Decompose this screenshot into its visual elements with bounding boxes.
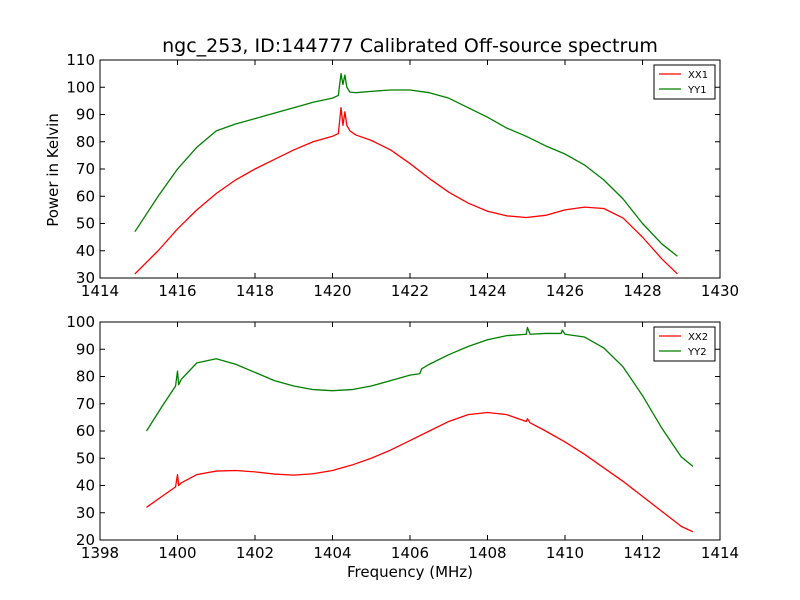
y-tick-label: 40: [76, 477, 95, 495]
x-tick-label: 1402: [236, 544, 274, 562]
x-tick-label: 1430: [701, 282, 739, 300]
y-tick-label: 110: [66, 51, 95, 69]
x-tick-label: 1398: [81, 544, 119, 562]
series-line-yy2: [145, 326, 694, 467]
series-line-yy1: [134, 72, 678, 257]
x-tick-label: 1424: [468, 282, 506, 300]
legend-box: [653, 326, 716, 362]
x-tick-label: 1400: [158, 544, 196, 562]
y-axis-label: Power in Kelvin: [44, 113, 62, 227]
x-tick-label: 1414: [701, 544, 739, 562]
chart-panel-1: 1414 1416 1418 1420 1422 1424 1426 1428 1430 30 40…: [66, 51, 739, 300]
legend-label-yy2: YY2: [687, 347, 707, 358]
y-tick-label: 30: [76, 269, 95, 287]
x-tick-label: 1412: [623, 544, 661, 562]
y-tick-label: 90: [76, 106, 95, 124]
x-tick-label: 1414: [81, 282, 119, 300]
x-tick-label: 1420: [313, 282, 351, 300]
series-line-xx2: [146, 411, 694, 533]
x-tick-label: 1406: [391, 544, 429, 562]
y-tick-label: 70: [76, 395, 95, 413]
y-tick-label: 60: [76, 422, 95, 440]
chart-panels: 1414 1416 1418 1420 1422 1424 1426 1428 1430 30 40…: [66, 51, 739, 562]
y-tick-label: 80: [76, 368, 95, 386]
legend-label-xx2: XX2: [688, 332, 708, 343]
y-tick-label: 100: [66, 78, 95, 96]
x-axis-label: Frequency (MHz): [347, 563, 473, 581]
x-tick-label: 1428: [623, 282, 661, 300]
y-tick-label: 40: [76, 242, 95, 260]
x-tick-label: 1410: [546, 544, 584, 562]
x-tick-label: 1422: [391, 282, 429, 300]
y-tick-label: 60: [76, 187, 95, 205]
y-tick-label: 50: [76, 215, 95, 233]
y-tick-label: 20: [76, 531, 95, 549]
legend-label-xx1: XX1: [688, 70, 708, 81]
y-tick-label: 70: [76, 160, 95, 178]
x-tick-label: 1408: [468, 544, 506, 562]
y-tick-label: 80: [76, 133, 95, 151]
legend-box: [653, 64, 716, 100]
x-tick-label: 1426: [546, 282, 584, 300]
legend-label-yy1: YY1: [687, 85, 707, 96]
y-tick-label: 50: [76, 449, 95, 467]
y-tick-label: 100: [66, 313, 95, 331]
x-tick-label: 1416: [158, 282, 196, 300]
y-tick-label: 30: [76, 504, 95, 522]
x-tick-label: 1418: [236, 282, 274, 300]
series-line-xx1: [134, 107, 678, 275]
x-tick-label: 1404: [313, 544, 351, 562]
chart-panel-2: 1398 1400 1402 1404 1406 1408 1410 1412 1414 20 30…: [66, 313, 739, 562]
y-tick-label: 90: [76, 340, 95, 358]
chart-title: ngc_253, ID:144777 Calibrated Off-source…: [162, 35, 658, 57]
